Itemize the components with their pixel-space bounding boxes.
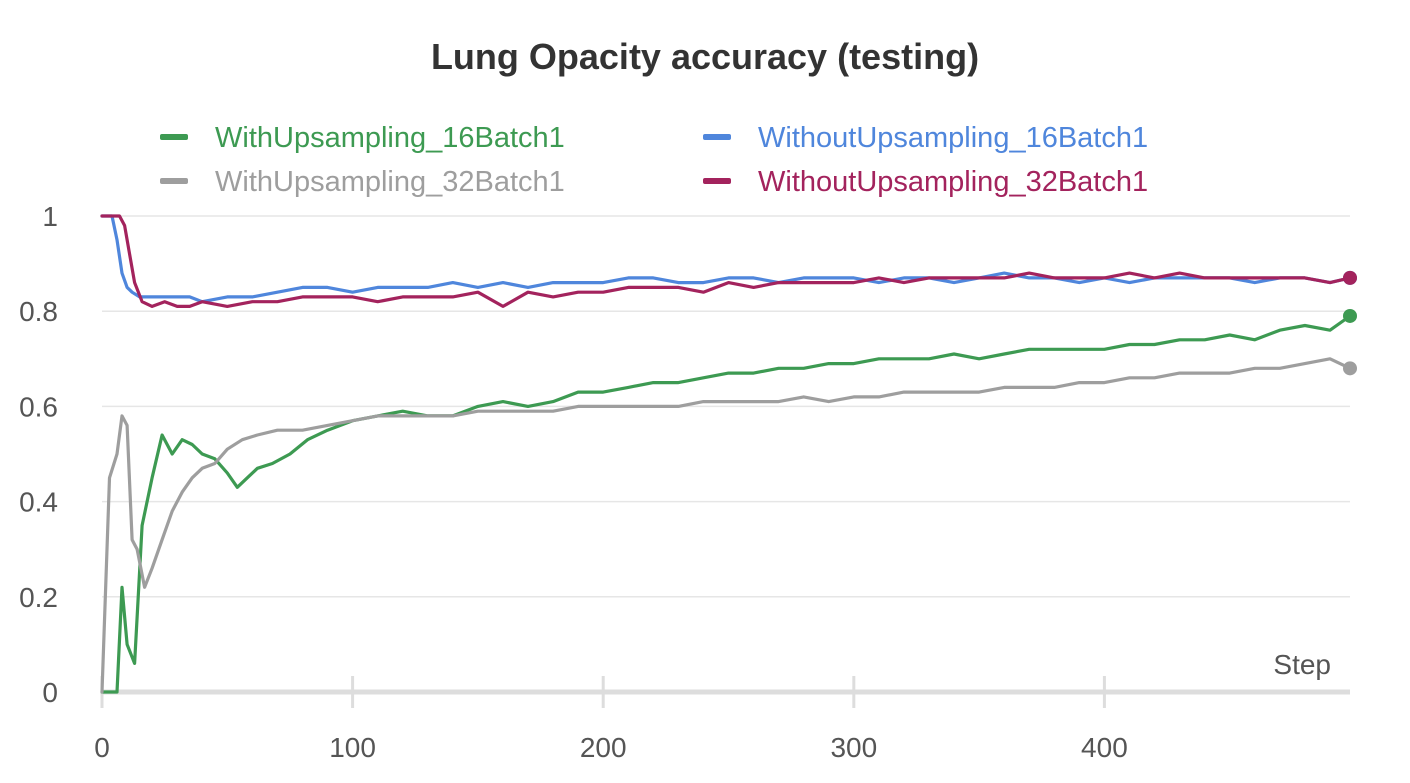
series-line [100,214,1352,308]
y-tick-label: 0 [42,677,58,708]
x-tick-label: 100 [329,732,376,763]
legend-swatch [703,178,731,184]
y-tick-label: 1 [42,201,58,232]
y-tick-label: 0.2 [19,582,58,613]
series-line [100,314,1352,694]
legend-label: WithoutUpsampling_32Batch1 [758,166,1148,198]
series-end-point [1343,361,1357,376]
x-tick-label: 400 [1081,732,1128,763]
grid-layer [102,215,1350,598]
chart-title: Lung Opacity accuracy (testing) [430,36,980,77]
series-line [100,357,1352,694]
x-tick-label: 200 [580,732,627,763]
x-tick-label: 0 [94,732,110,763]
legend-swatch [160,178,188,184]
x-tick-label: 300 [830,732,877,763]
legend-label: WithUpsampling_32Batch1 [215,166,565,198]
series-layer [100,214,1357,694]
axis-layer: 0 0.2 0.4 0.6 0.8 1 0 100 200 300 400 [19,201,1350,763]
y-tick-label: 0.8 [19,296,58,327]
series-line [100,214,1352,304]
series-end-point [1343,270,1357,285]
y-tick-label: 0.6 [19,391,58,422]
x-axis-title: Step [1273,649,1331,680]
series-end-point [1343,308,1357,323]
legend: WithUpsampling_16Batch1 WithUpsampling_32… [160,122,1148,198]
legend-swatch [703,134,731,140]
legend-label: WithUpsampling_16Batch1 [215,122,565,154]
legend-swatch [160,134,188,140]
y-tick-label: 0.4 [19,487,58,518]
legend-label: WithoutUpsampling_16Batch1 [758,122,1148,154]
